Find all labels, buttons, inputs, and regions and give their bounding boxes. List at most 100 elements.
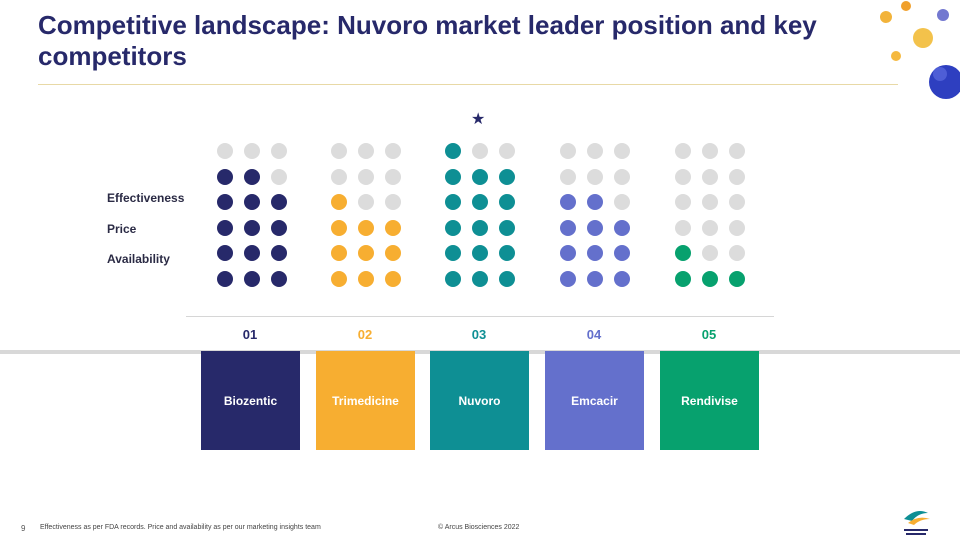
competitor-card-biozentic: Biozentic [201,351,300,450]
competitor-number-03: 03 [471,327,487,342]
competitor-name: Emcacir [571,393,618,408]
rating-dot-empty [729,245,745,261]
rating-dot-filled [445,168,461,185]
rating-dot-empty [271,168,287,185]
label-effectiveness: Effectiveness [107,191,185,205]
rating-dot-filled [472,194,488,210]
rating-dot-empty [587,168,603,185]
rating-dot-filled [499,194,515,210]
rating-dot-empty [675,168,691,185]
competitor-card-emcacir: Emcacir [545,351,644,450]
rating-dot-filled [385,219,401,236]
rating-dot-filled [385,270,401,287]
rating-dot-filled [499,219,515,236]
competitor-number-02: 02 [357,327,373,342]
rating-dot-empty [358,194,374,210]
rating-dot-empty [271,143,287,159]
rating-dot-filled [587,270,603,287]
axis-baseline [186,316,774,317]
rating-dot-filled [587,194,603,210]
rating-dot-filled [472,245,488,261]
rating-dot-filled [445,219,461,236]
rating-dot-empty [499,143,515,159]
company-logo [904,511,930,535]
rating-dot-filled [614,219,630,236]
rating-dot-filled [271,245,287,261]
rating-dot-empty [217,143,233,159]
rating-dot-filled [271,194,287,210]
rating-dot-empty [702,245,718,261]
rating-dot-empty [244,143,260,159]
rating-dot-empty [385,194,401,210]
rating-dot-empty [614,143,630,159]
rating-dot-empty [729,194,745,210]
rating-dot-empty [675,219,691,236]
rating-dot-empty [358,143,374,159]
rating-dot-filled [560,270,576,287]
rating-dot-filled [472,168,488,185]
rating-dot-filled [499,168,515,185]
rating-dot-filled [271,270,287,287]
rating-dot-filled [614,270,630,287]
rating-dot-empty [729,143,745,159]
rating-dot-empty [729,168,745,185]
label-price: Price [107,222,137,236]
rating-dot-filled [217,245,233,261]
competitor-number-04: 04 [586,327,602,342]
rating-dot-filled [244,219,260,236]
competitor-card-rendivise: Rendivise [660,351,759,450]
rating-dot-filled [217,168,233,185]
rating-dot-filled [702,270,718,287]
rating-dot-empty [472,143,488,159]
rating-dot-empty [729,219,745,236]
rating-dot-empty [675,143,691,159]
rating-dot-empty [587,143,603,159]
leader-star-icon: ★ [471,111,486,128]
rating-dot-filled [331,219,347,236]
rating-dot-filled [445,270,461,287]
rating-dot-empty [385,168,401,185]
label-availability: Availability [107,252,170,266]
rating-dot-empty [614,194,630,210]
rating-dot-filled [472,219,488,236]
rating-dot-filled [244,270,260,287]
rating-dot-empty [385,143,401,159]
page-title: Competitive landscape: Nuvoro market lea… [38,10,817,71]
rating-dot-filled [385,245,401,261]
rating-dot-filled [358,245,374,261]
rating-dot-empty [560,143,576,159]
rating-dot-filled [244,245,260,261]
rating-dot-filled [560,245,576,261]
rating-dot-filled [587,245,603,261]
footer-note: Effectiveness as per FDA records. Price … [40,524,321,531]
rating-dot-filled [331,245,347,261]
rating-dot-filled [331,194,347,210]
competitor-name: Biozentic [223,393,278,408]
competitor-name: Rendivise [681,393,738,408]
rating-dot-filled [560,194,576,210]
rating-dot-filled [217,219,233,236]
rating-dot-filled [358,219,374,236]
rating-dot-empty [702,219,718,236]
competitor-number-01: 01 [242,327,258,342]
rating-dot-empty [358,168,374,185]
competitor-name: Trimedicine [332,393,399,408]
rating-dot-empty [560,168,576,185]
rating-dot-empty [702,143,718,159]
competitor-name: Nuvoro [458,393,501,408]
competitor-card-trimedicine: Trimedicine [316,351,415,450]
rating-dot-filled [675,270,691,287]
rating-dot-empty [702,194,718,210]
rating-dot-filled [358,270,374,287]
footer-copyright: © Arcus Biosciences 2022 [438,524,520,531]
rating-dot-filled [560,219,576,236]
rating-dot-filled [217,194,233,210]
rating-dot-filled [271,219,287,236]
rating-dot-filled [445,245,461,261]
competitor-number-05: 05 [701,327,717,342]
rating-dot-filled [729,270,745,287]
rating-dot-filled [217,270,233,287]
competitor-card-nuvoro: Nuvoro [430,351,529,450]
rating-dot-filled [587,219,603,236]
rating-dot-filled [331,270,347,287]
